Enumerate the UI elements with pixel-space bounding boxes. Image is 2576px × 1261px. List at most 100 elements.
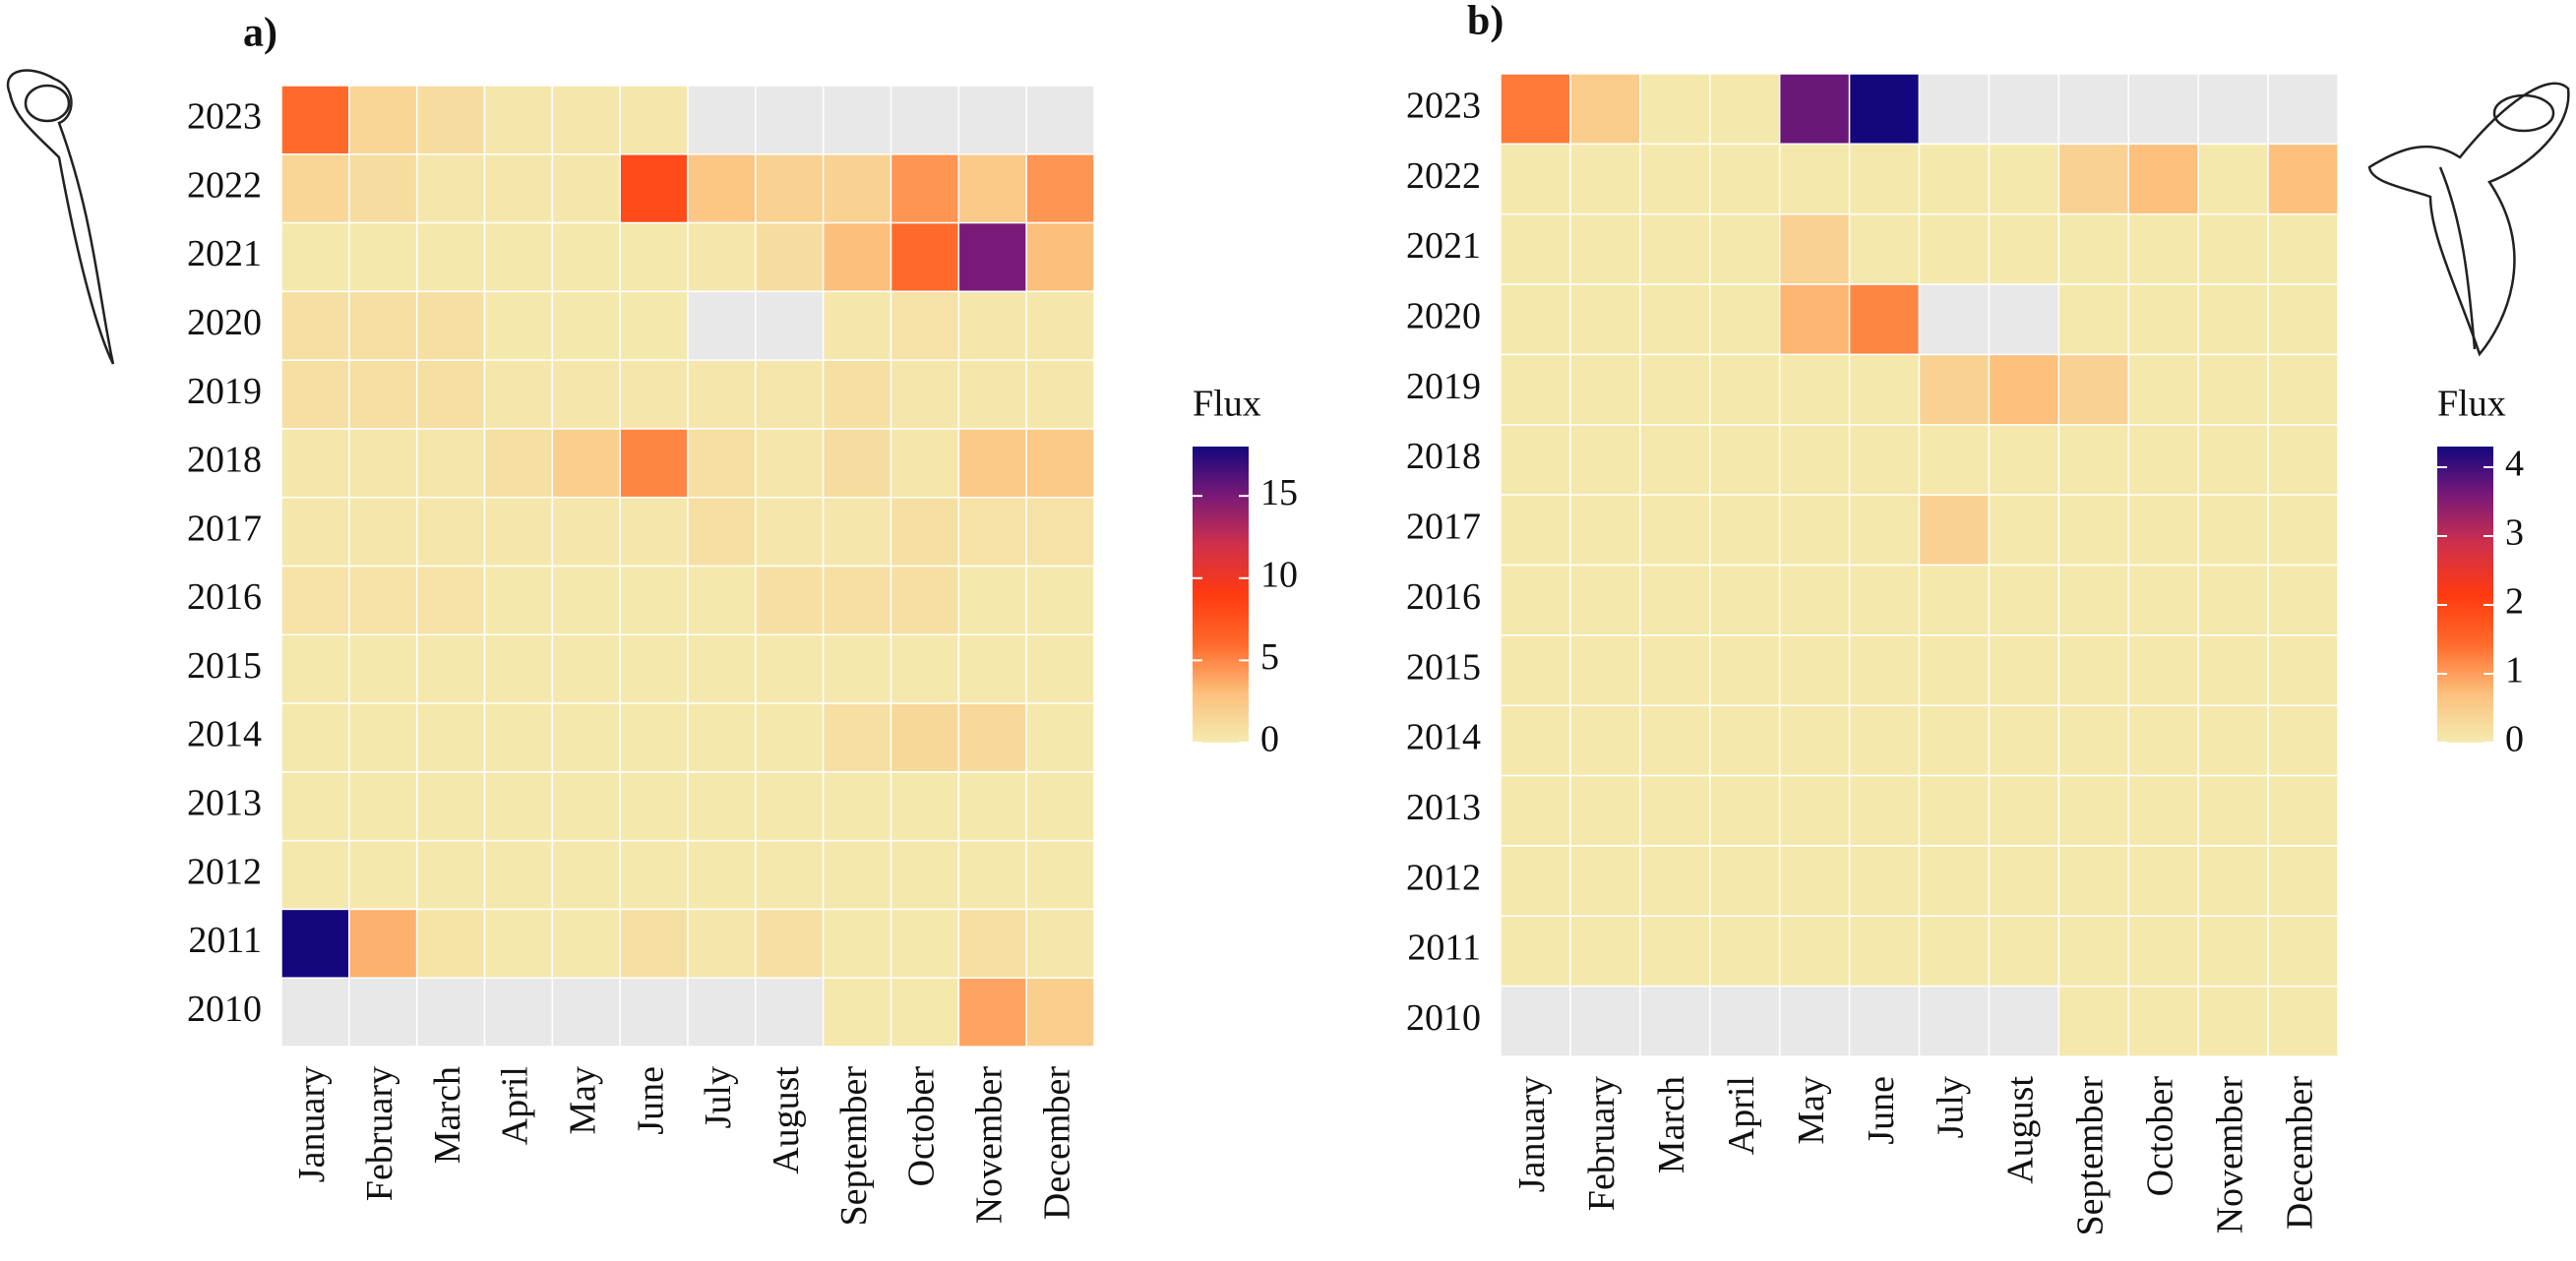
cell bbox=[2127, 283, 2199, 356]
cell bbox=[687, 565, 757, 636]
cell bbox=[2197, 704, 2269, 777]
cell bbox=[1918, 845, 1991, 918]
cell bbox=[1709, 143, 1781, 215]
cell bbox=[1988, 634, 2060, 706]
cell bbox=[348, 633, 418, 704]
cell bbox=[1025, 290, 1095, 361]
cell bbox=[1709, 73, 1781, 146]
cell bbox=[551, 359, 621, 430]
missing-cell bbox=[687, 977, 757, 1048]
cell bbox=[1988, 353, 2060, 426]
cell bbox=[2127, 494, 2199, 567]
cell bbox=[822, 359, 892, 430]
x-tick-label: June bbox=[630, 1066, 671, 1135]
cell bbox=[2127, 212, 2199, 285]
cell bbox=[280, 359, 350, 430]
cell bbox=[551, 221, 621, 293]
cell bbox=[483, 85, 554, 155]
cell bbox=[687, 908, 757, 979]
cell bbox=[889, 565, 960, 636]
x-tick-label: September bbox=[833, 1066, 875, 1227]
cell bbox=[2127, 424, 2199, 496]
cell bbox=[1709, 424, 1781, 496]
cell bbox=[348, 702, 418, 773]
cell bbox=[1778, 283, 1851, 356]
cell bbox=[1918, 634, 1991, 706]
missing-cell bbox=[1848, 985, 1921, 1057]
cell bbox=[1639, 212, 1711, 285]
cell bbox=[755, 359, 825, 430]
cell bbox=[1988, 774, 2060, 847]
cell bbox=[619, 565, 689, 636]
cell bbox=[2057, 494, 2129, 567]
cell bbox=[1500, 564, 1571, 636]
y-tick-label: 2010 bbox=[187, 989, 262, 1030]
missing-cell bbox=[687, 290, 757, 361]
cell bbox=[1639, 704, 1711, 777]
cell bbox=[755, 839, 825, 911]
cell bbox=[1918, 424, 1991, 496]
cell bbox=[1639, 494, 1711, 567]
cell bbox=[1778, 845, 1851, 918]
missing-cell bbox=[822, 85, 892, 155]
cell bbox=[957, 771, 1027, 842]
y-tick-label: 2013 bbox=[1406, 787, 1481, 828]
missing-cell bbox=[755, 977, 825, 1048]
cell bbox=[2057, 985, 2129, 1057]
cell bbox=[2267, 985, 2339, 1057]
y-tick-label: 2019 bbox=[1406, 366, 1481, 407]
cell bbox=[2127, 353, 2199, 426]
cell bbox=[551, 85, 621, 155]
y-tick-label: 2011 bbox=[188, 920, 262, 961]
cell bbox=[889, 633, 960, 704]
cell bbox=[889, 908, 960, 979]
cell bbox=[1025, 771, 1095, 842]
cell bbox=[2127, 774, 2199, 847]
cell bbox=[1569, 915, 1641, 988]
cell bbox=[1709, 212, 1781, 285]
cell bbox=[415, 839, 486, 911]
cell bbox=[822, 839, 892, 911]
x-tick-label: October bbox=[901, 1066, 943, 1187]
cell bbox=[2057, 212, 2129, 285]
cell bbox=[619, 771, 689, 842]
cell bbox=[1500, 634, 1571, 706]
cell bbox=[1988, 143, 2060, 215]
cell bbox=[2267, 704, 2339, 777]
cell bbox=[280, 85, 350, 155]
cell bbox=[280, 428, 350, 499]
y-tick-label: 2020 bbox=[187, 302, 262, 343]
cell bbox=[483, 702, 554, 773]
missing-cell bbox=[1500, 985, 1571, 1057]
cell bbox=[1918, 564, 1991, 636]
cell bbox=[415, 428, 486, 499]
cell bbox=[957, 221, 1027, 293]
cell bbox=[1500, 73, 1571, 146]
cell bbox=[1778, 424, 1851, 496]
missing-cell bbox=[1988, 985, 2060, 1057]
cell bbox=[889, 496, 960, 568]
cell bbox=[1025, 428, 1095, 499]
colorbar-tick-label: 5 bbox=[1260, 636, 1279, 678]
cell bbox=[1709, 353, 1781, 426]
cell bbox=[2197, 985, 2269, 1057]
cell bbox=[348, 290, 418, 361]
missing-cell bbox=[619, 977, 689, 1048]
cell bbox=[551, 839, 621, 911]
missing-cell bbox=[348, 977, 418, 1048]
cell bbox=[1778, 564, 1851, 636]
missing-cell bbox=[755, 290, 825, 361]
cell bbox=[1709, 564, 1781, 636]
cell bbox=[1025, 977, 1095, 1048]
cell bbox=[619, 839, 689, 911]
missing-cell bbox=[687, 85, 757, 155]
cell bbox=[889, 428, 960, 499]
colorbar-tick-label: 2 bbox=[2505, 581, 2524, 623]
cell bbox=[1025, 359, 1095, 430]
missing-cell bbox=[755, 85, 825, 155]
missing-cell bbox=[2057, 73, 2129, 146]
cell bbox=[687, 839, 757, 911]
missing-cell bbox=[2127, 73, 2199, 146]
cell bbox=[415, 702, 486, 773]
